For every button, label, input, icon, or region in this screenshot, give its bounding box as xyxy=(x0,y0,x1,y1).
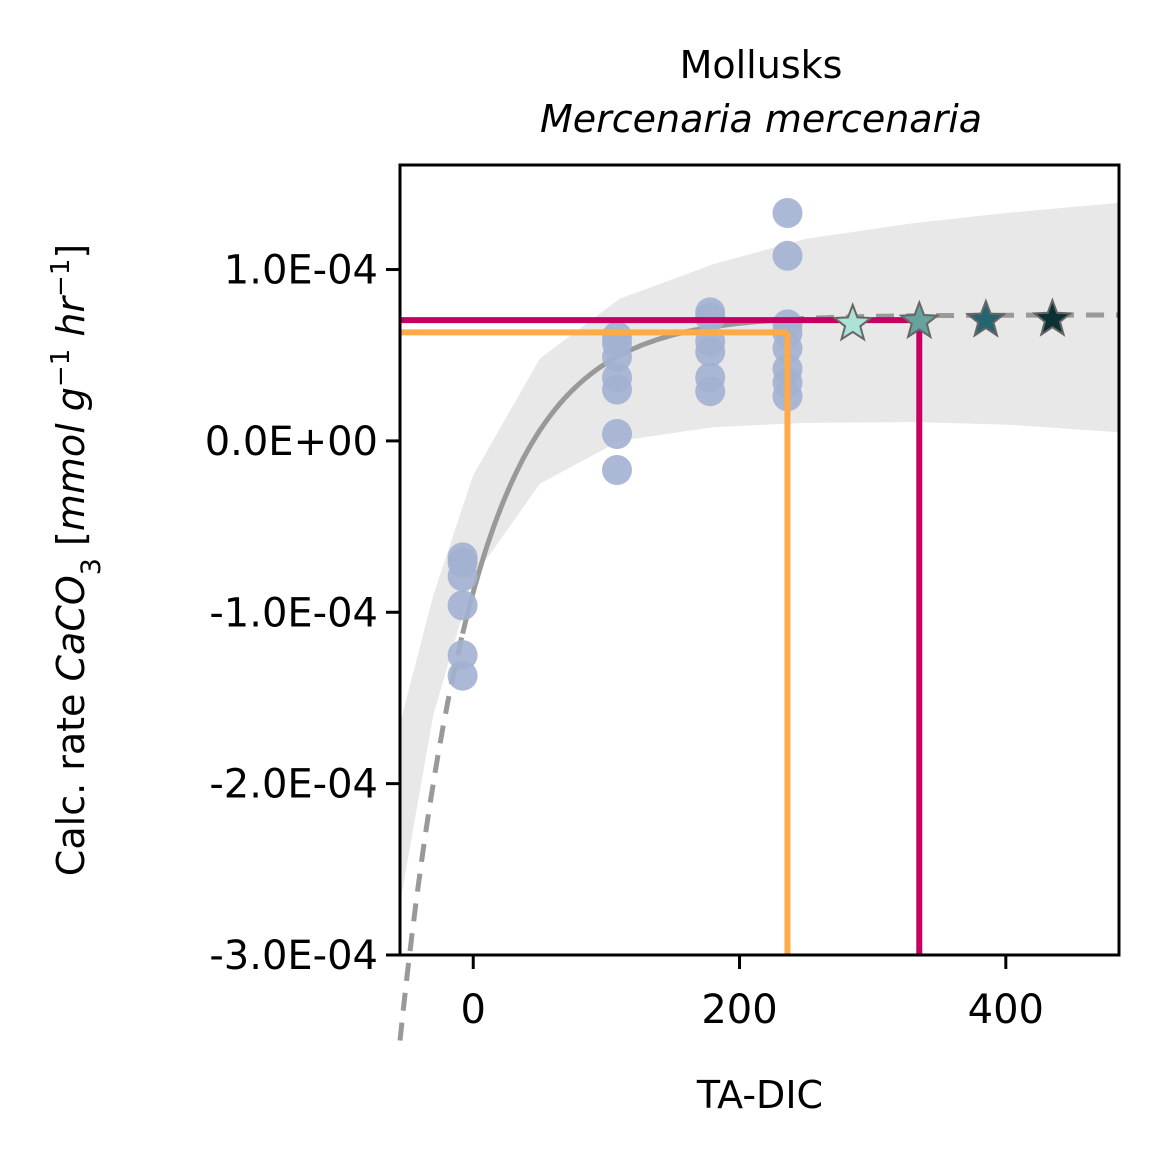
y-tick-label: 0.0E+00 xyxy=(205,419,378,465)
x-axis-label: TA-DIC xyxy=(696,1073,823,1117)
x-tick-label: 400 xyxy=(968,987,1044,1033)
data-point xyxy=(772,240,803,271)
confidence-band xyxy=(400,202,1119,904)
star-marker xyxy=(831,302,874,342)
y-tick-label: 1.0E-04 xyxy=(224,248,378,294)
data-point xyxy=(447,561,478,592)
data-point xyxy=(602,455,632,485)
data-point xyxy=(695,336,726,367)
data-point xyxy=(602,374,632,405)
data-point xyxy=(447,590,478,621)
data-point xyxy=(602,341,632,372)
data-point xyxy=(772,198,803,228)
chart-title: Mollusks xyxy=(680,43,843,87)
data-point xyxy=(447,660,478,691)
data-point xyxy=(695,376,726,407)
x-tick-label: 0 xyxy=(461,987,486,1033)
plot-frame xyxy=(398,163,1121,957)
star-marker xyxy=(1031,297,1074,337)
star-marker xyxy=(898,299,941,340)
y-tick-label: -2.0E-04 xyxy=(209,762,378,808)
plot-area xyxy=(397,198,1119,1041)
y-tick-label: -3.0E-04 xyxy=(209,933,378,979)
star-marker xyxy=(965,298,1007,338)
data-point xyxy=(602,419,632,449)
chart-subtitle: Mercenaria mercenaria xyxy=(540,97,982,141)
x-tick-label: 200 xyxy=(701,987,777,1033)
y-tick-label: -1.0E-04 xyxy=(209,590,378,636)
y-axis-label: Calc. rate CaCO3 [mmol g−1 hr−1] xyxy=(46,244,107,876)
data-point xyxy=(447,640,478,671)
